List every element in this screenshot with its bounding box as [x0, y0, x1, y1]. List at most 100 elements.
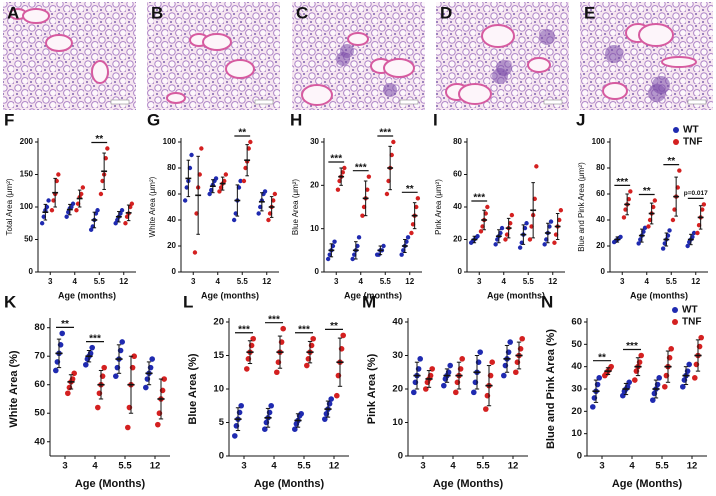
significance-label: ***: [379, 128, 391, 139]
legend-marker: [673, 127, 679, 133]
infiltrate: [340, 44, 354, 58]
data-point: [636, 241, 641, 246]
data-point: [199, 146, 204, 151]
legend-marker: [672, 307, 678, 313]
y-tick-label: 60: [596, 189, 605, 198]
data-point: [410, 222, 416, 227]
y-tick-label: 80: [453, 137, 462, 146]
histology-image: C: [292, 2, 425, 110]
data-point: [548, 219, 554, 224]
x-tick-label: 12: [119, 277, 128, 286]
data-point: [667, 228, 672, 233]
data-point: [401, 248, 406, 253]
data-point: [256, 211, 261, 216]
y-tick-label: 30: [392, 350, 403, 361]
data-point: [660, 246, 666, 251]
data-point: [459, 356, 466, 362]
y-axis-label: Pink Area (%): [366, 353, 378, 424]
data-point: [244, 366, 250, 372]
y-tick-label: 60: [34, 379, 45, 390]
x-tick-label: 3: [48, 277, 53, 286]
y-tick-label: 80: [596, 163, 605, 172]
y-tick-label: 100: [20, 202, 34, 211]
data-point: [552, 240, 557, 245]
y-tick-label: 70: [34, 351, 45, 362]
x-tick-label: 4: [502, 277, 507, 286]
data-point: [483, 406, 489, 412]
significance-label: ***: [626, 341, 638, 352]
data-point: [692, 375, 698, 381]
x-tick-label: 3: [334, 277, 339, 286]
data-point: [113, 373, 119, 379]
y-tick-label: 100: [163, 137, 177, 146]
data-point: [258, 204, 263, 210]
x-tick-label: 3: [241, 461, 246, 472]
y-tick-label: 100: [592, 137, 606, 146]
significance-label: ***: [268, 314, 280, 325]
x-tick-label: 12: [150, 461, 161, 472]
airway: [91, 60, 109, 84]
y-tick-label: 0: [577, 451, 582, 462]
y-axis-label: Blue Area (%): [187, 353, 199, 424]
x-axis-label: Age (Months): [254, 478, 325, 490]
data-point: [475, 234, 480, 239]
data-point: [381, 243, 386, 249]
panel-letter: G: [147, 110, 160, 129]
airway: [225, 59, 255, 79]
x-tick-label: 4: [271, 461, 277, 472]
data-point: [662, 383, 668, 390]
y-tick-label: 40: [34, 436, 45, 447]
data-point: [503, 237, 508, 242]
data-point: [509, 212, 515, 218]
histology-image: E: [580, 2, 713, 110]
data-point: [356, 235, 362, 240]
y-tick-label: 40: [392, 317, 403, 328]
data-point: [656, 375, 662, 381]
data-point: [64, 214, 69, 219]
data-point: [304, 362, 310, 369]
y-tick-label: 0: [29, 267, 34, 276]
panel-letter: A: [7, 3, 19, 22]
data-point: [453, 389, 459, 396]
data-point: [691, 230, 697, 236]
x-tick-label: 4: [359, 277, 364, 286]
data-point: [524, 221, 529, 226]
x-axis-label: Age (Months): [75, 478, 146, 490]
x-tick-label: 12: [262, 277, 271, 286]
y-tick-label: 0: [398, 451, 403, 462]
y-tick-label: 30: [571, 384, 582, 395]
airway: [301, 84, 333, 106]
airway: [661, 56, 697, 68]
data-point: [360, 213, 365, 218]
legend-label: WT: [682, 305, 698, 316]
data-point: [272, 191, 278, 197]
data-point: [409, 230, 414, 236]
y-axis-label: White Area (%): [8, 350, 20, 428]
data-point: [638, 352, 644, 359]
data-point: [386, 178, 391, 184]
panel-letter: L: [183, 292, 193, 311]
panel-letter: M: [362, 292, 376, 311]
legend-marker: [672, 319, 678, 325]
data-point: [89, 344, 95, 351]
x-axis-label: Age (Months): [612, 478, 683, 490]
data-point: [119, 208, 125, 213]
data-point: [668, 346, 674, 352]
panel-letter: D: [440, 3, 452, 22]
histology-image: A: [3, 2, 136, 110]
data-point: [53, 367, 59, 374]
data-point: [366, 174, 372, 179]
y-tick-label: 50: [24, 235, 33, 244]
data-point: [519, 335, 525, 342]
y-tick-label: 30: [310, 137, 319, 146]
panel-letter: E: [584, 3, 595, 22]
x-tick-label: 5.5: [666, 277, 678, 286]
y-tick-label: 40: [596, 215, 605, 224]
data-point: [485, 204, 490, 210]
data-point: [119, 339, 125, 345]
data-point: [292, 426, 298, 433]
histology-image: B: [147, 2, 280, 110]
significance-label: ***: [473, 193, 485, 204]
legend-label: TNF: [683, 137, 702, 148]
data-point: [310, 335, 317, 342]
